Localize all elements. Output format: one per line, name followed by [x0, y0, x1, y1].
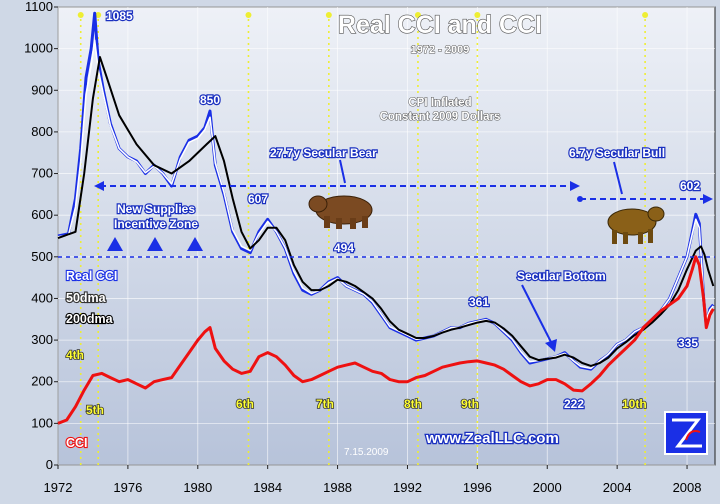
marker-label-8th: 8th	[404, 397, 422, 411]
incentive-zone-arrows	[107, 237, 557, 352]
bull-icon	[607, 200, 668, 244]
y-tick-label: 200	[31, 374, 53, 389]
legend-200dma: 200dma	[66, 312, 114, 326]
annotation-2002-low: 222	[564, 397, 584, 411]
y-tick-label: 100	[31, 415, 53, 430]
y-tick-label: 1100	[25, 0, 53, 14]
series-50dma	[57, 39, 714, 370]
marker-label-4th: 4th	[66, 348, 84, 362]
annotation-new-supplies: New Supplies	[117, 202, 195, 216]
annotation-secular-bull: 6.7y Secular Bull	[569, 146, 665, 160]
annotation-incentive-zone: Incentive Zone	[114, 217, 198, 231]
y-tick-label: 900	[31, 82, 53, 97]
cycle-marker-dot	[77, 12, 84, 18]
series-200dma	[57, 56, 715, 367]
y-tick-label: 700	[31, 166, 53, 181]
plot-area	[57, 6, 716, 466]
cycle-marker-dot	[245, 12, 252, 18]
x-tick-label: 1996	[463, 480, 492, 495]
y-tick-label: 300	[31, 332, 53, 347]
y-tick-label: 800	[31, 124, 53, 139]
y-tick-label: 1000	[24, 41, 53, 56]
marker-label-7th: 7th	[316, 397, 334, 411]
marker-label-10th: 10th	[622, 397, 647, 411]
up-arrow-icon	[187, 237, 203, 251]
x-tick-label: 1980	[183, 480, 212, 495]
cycle-markers	[77, 12, 649, 465]
x-tick-label: 1976	[113, 480, 142, 495]
up-arrow-icon	[147, 237, 163, 251]
axes: 0 100 200 300 400 500 600 700 800 900 1000 1100 1972…	[24, 0, 701, 495]
x-tick-label: 1984	[253, 480, 282, 495]
annotation-peak-1974: 1085	[106, 9, 133, 23]
cycle-marker-dot	[642, 12, 649, 18]
chart-title: Real CCI and CCI	[338, 11, 542, 39]
x-tick-label: 1972	[44, 480, 73, 495]
annotation-secular-bottom: Secular Bottom	[517, 269, 606, 283]
annotation-2009-low: 335	[678, 336, 698, 350]
note-line-1: CPI Inflated	[408, 97, 471, 109]
series-cci	[57, 255, 715, 425]
legend-cci: CCI	[66, 436, 88, 450]
up-arrow-icon	[107, 237, 123, 251]
y-tick-label: 600	[31, 207, 53, 222]
annotation-2008-peak: 602	[680, 179, 700, 193]
y-tick-label: 500	[31, 249, 53, 264]
annotation-1983: 607	[248, 192, 268, 206]
annotation-1988: 494	[334, 241, 354, 255]
grid-lines	[57, 6, 715, 466]
website-link[interactable]: www.ZealLLC.com	[424, 429, 560, 449]
legend-real-cci: Real CCI	[66, 269, 117, 283]
marker-label-6th: 6th	[236, 397, 254, 411]
legend-50dma: 50dma	[66, 291, 107, 305]
y-tick-label: 400	[31, 290, 53, 305]
bear-icon	[308, 195, 373, 229]
x-tick-label: 1992	[393, 480, 422, 495]
x-tick-label: 2000	[533, 480, 562, 495]
marker-label-5th: 5th	[86, 403, 104, 417]
annotation-secular-bear: 27.7y Secular Bear	[270, 146, 377, 160]
y-tick-label: 0	[46, 457, 53, 472]
cycle-marker-dot	[474, 12, 481, 18]
zeal-logo-icon	[664, 411, 708, 455]
chart-date: 7.15.2009	[344, 447, 389, 458]
note-line-2: Constant 2009 Dollars	[380, 111, 501, 123]
marker-label-9th: 9th	[461, 397, 479, 411]
chart-subtitle: 1972 - 2009	[411, 44, 470, 56]
secular-bull-range-arrow	[577, 161, 713, 204]
annotation-peak-1980: 850	[200, 93, 220, 107]
legend: Real CCI 50dma 200dma CCI	[65, 268, 119, 451]
x-tick-label: 2008	[673, 480, 702, 495]
series-lines	[57, 11, 715, 425]
cycle-marker-dot	[414, 12, 421, 18]
secular-bear-range-arrow	[94, 159, 580, 191]
annotation-1996: 361	[469, 295, 489, 309]
x-tick-label: 1988	[323, 480, 352, 495]
x-tick-label: 2004	[603, 480, 632, 495]
cycle-marker-dot	[95, 12, 102, 18]
cycle-marker-dot	[325, 12, 332, 18]
